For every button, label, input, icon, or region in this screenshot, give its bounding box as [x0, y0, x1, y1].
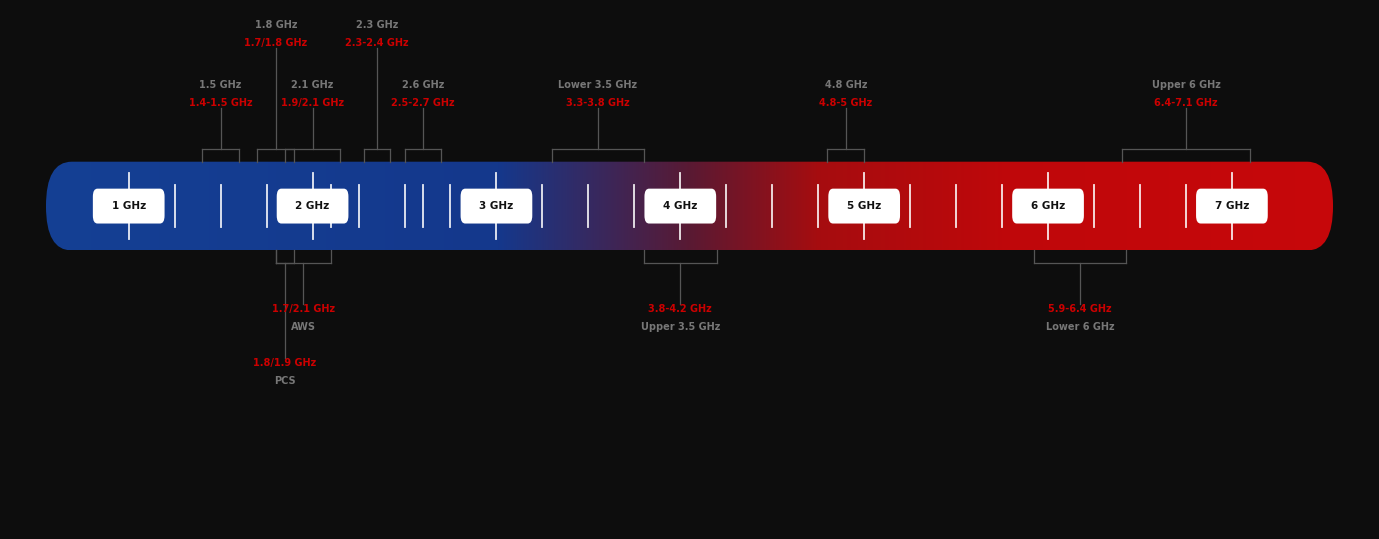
Text: 2.3-2.4 GHz: 2.3-2.4 GHz	[345, 38, 408, 47]
Text: Upper 3.5 GHz: Upper 3.5 GHz	[641, 322, 720, 332]
Text: 3 GHz: 3 GHz	[480, 201, 513, 211]
Text: 1.5 GHz: 1.5 GHz	[200, 80, 241, 91]
Text: 1.8/1.9 GHz: 1.8/1.9 GHz	[254, 358, 317, 368]
Text: AWS: AWS	[291, 322, 316, 332]
Text: 5.9-6.4 GHz: 5.9-6.4 GHz	[1048, 305, 1111, 314]
FancyBboxPatch shape	[1012, 189, 1084, 224]
Text: 1.9/2.1 GHz: 1.9/2.1 GHz	[281, 98, 345, 108]
Text: 4.8 GHz: 4.8 GHz	[825, 80, 867, 91]
Text: Upper 6 GHz: Upper 6 GHz	[1151, 80, 1220, 91]
FancyBboxPatch shape	[461, 189, 532, 224]
FancyBboxPatch shape	[644, 189, 716, 224]
FancyBboxPatch shape	[1196, 189, 1267, 224]
Text: Lower 3.5 GHz: Lower 3.5 GHz	[558, 80, 637, 91]
Text: 6 GHz: 6 GHz	[1031, 201, 1065, 211]
Text: 2.1 GHz: 2.1 GHz	[291, 80, 334, 91]
FancyBboxPatch shape	[829, 189, 900, 224]
Text: 2.6 GHz: 2.6 GHz	[401, 80, 444, 91]
Text: 7 GHz: 7 GHz	[1215, 201, 1249, 211]
Text: 1.7/2.1 GHz: 1.7/2.1 GHz	[272, 305, 335, 314]
Text: 2.3 GHz: 2.3 GHz	[356, 20, 399, 30]
Text: 6.4-7.1 GHz: 6.4-7.1 GHz	[1154, 98, 1218, 108]
Text: 1 GHz: 1 GHz	[112, 201, 146, 211]
Text: PCS: PCS	[274, 376, 296, 386]
Text: Lower 6 GHz: Lower 6 GHz	[1045, 322, 1114, 332]
Text: 1.4-1.5 GHz: 1.4-1.5 GHz	[189, 98, 252, 108]
Text: 1.8 GHz: 1.8 GHz	[255, 20, 296, 30]
Text: 1.7/1.8 GHz: 1.7/1.8 GHz	[244, 38, 308, 47]
FancyBboxPatch shape	[277, 189, 349, 224]
Text: 3.3-3.8 GHz: 3.3-3.8 GHz	[565, 98, 629, 108]
Text: 5 GHz: 5 GHz	[847, 201, 881, 211]
Text: 2.5-2.7 GHz: 2.5-2.7 GHz	[392, 98, 455, 108]
Text: 4.8-5 GHz: 4.8-5 GHz	[819, 98, 873, 108]
Text: 2 GHz: 2 GHz	[295, 201, 330, 211]
Text: 3.8-4.2 GHz: 3.8-4.2 GHz	[648, 305, 712, 314]
FancyBboxPatch shape	[92, 189, 164, 224]
Text: 4 GHz: 4 GHz	[663, 201, 698, 211]
